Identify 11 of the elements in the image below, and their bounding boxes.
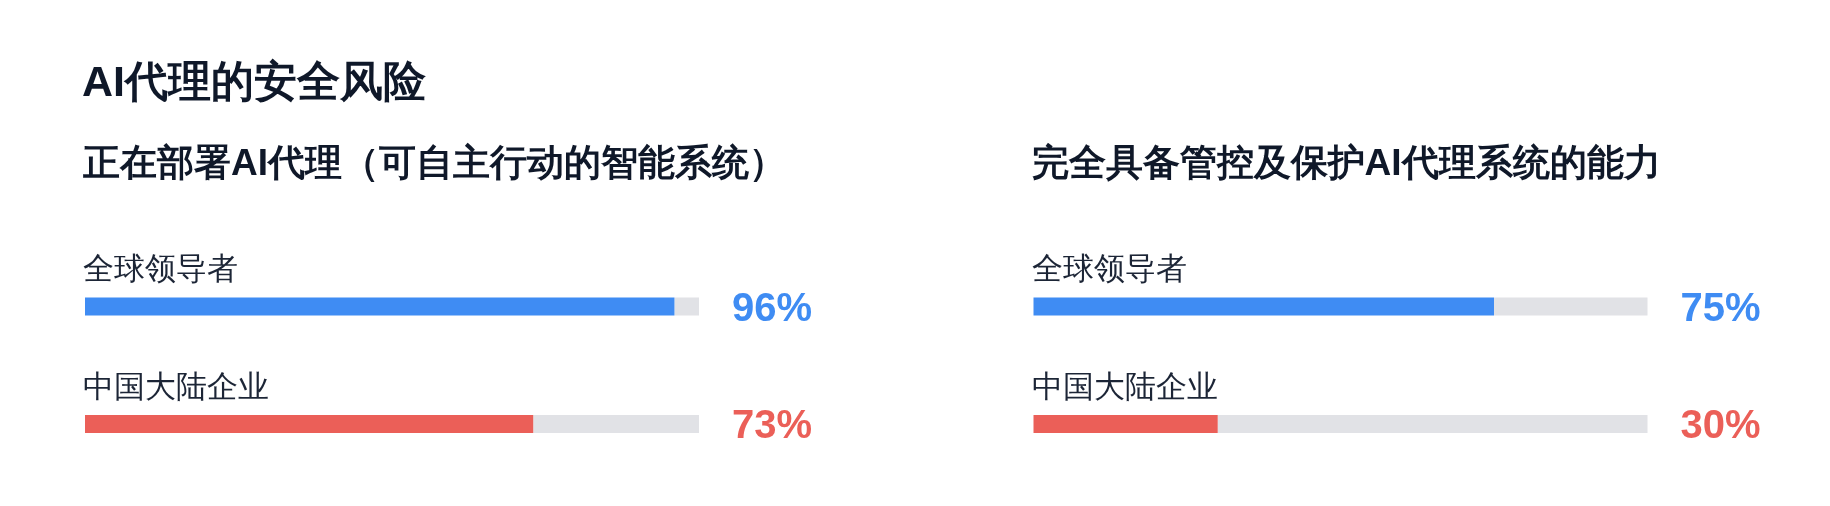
category-label: 中国大陆企业 — [83, 368, 269, 404]
value-label: 96% — [731, 284, 812, 329]
value-label: 30% — [1680, 402, 1761, 446]
title: AI代理的安全风险 — [82, 57, 426, 105]
value-label: 73% — [731, 402, 812, 446]
category-label: 全球领导者 — [83, 251, 238, 286]
subtitle: 完全具备管控及保护AI代理系统的能力 — [1031, 141, 1661, 183]
category-label: 全球领导者 — [1031, 251, 1187, 286]
subtitle: 正在部署AI代理（可自主行动的智能系统） — [83, 141, 786, 183]
value-label: 75% — [1680, 284, 1761, 329]
category-label: 中国大陆企业 — [1031, 368, 1218, 404]
